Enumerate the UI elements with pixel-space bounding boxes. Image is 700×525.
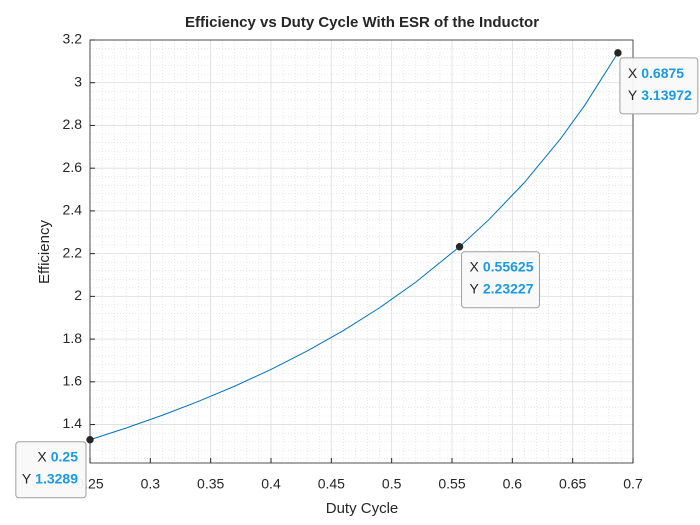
x-tick-label: 0.55: [438, 476, 465, 492]
chart-title: Efficiency vs Duty Cycle With ESR of the…: [185, 14, 539, 31]
y-tick-label: 1.4: [63, 415, 83, 431]
datatip-x: X 0.6875: [628, 65, 684, 81]
datatip: X 0.25 Y 1.3289: [15, 441, 87, 499]
datatip-value: 3.13972: [641, 87, 692, 103]
x-tick-label: 0.6: [503, 476, 523, 492]
datatip-value: 1.3289: [35, 470, 78, 486]
datatip-box: [461, 251, 540, 309]
datatip-y: Y 1.3289: [22, 470, 78, 486]
y-tick-label: 2.2: [63, 244, 83, 260]
datatip-y: Y 3.13972: [628, 87, 692, 103]
y-tick-label: 2.8: [63, 116, 83, 132]
datatip-label: X: [470, 258, 480, 274]
minor-grid: [90, 40, 633, 463]
x-tick-label: 0.65: [559, 476, 586, 492]
y-tick-label: 1.6: [63, 373, 83, 389]
x-tick-label: 0.7: [623, 476, 643, 492]
y-tick-label: 2.6: [63, 159, 83, 175]
y-tick-label: 1.8: [63, 330, 83, 346]
datatip-marker: [614, 49, 622, 57]
y-axis-label: Efficiency: [36, 220, 53, 284]
y-tick-label: 3.2: [63, 31, 83, 47]
datatip-y: Y 2.23227: [470, 280, 534, 296]
datatip-x: X 0.55625: [470, 258, 534, 274]
x-tick-label: 0.5: [382, 476, 402, 492]
datatip-value: 0.6875: [641, 65, 684, 81]
datatip-value: 0.25: [51, 448, 78, 464]
x-tick-label: 0.35: [197, 476, 224, 492]
axes-box: [89, 39, 634, 464]
datatip-label: Y: [470, 280, 480, 296]
datatip-box: [619, 57, 699, 115]
y-tick-label: 2: [74, 287, 82, 303]
y-tick-label: 3: [74, 73, 82, 89]
datatip-x: X 0.25: [37, 448, 78, 464]
datatip-value: 2.23227: [483, 280, 534, 296]
datatip-marker: [455, 243, 464, 251]
datatip-label: Y: [628, 87, 638, 103]
datatip-label: X: [628, 65, 638, 81]
datatip-marker: [86, 436, 94, 444]
datatip-label: X: [37, 448, 47, 464]
series-line: [89, 52, 619, 441]
x-tick-label: 0.45: [318, 476, 345, 492]
datatip-label: Y: [22, 470, 32, 486]
x-tick-label: 0.3: [141, 476, 161, 492]
x-tick-label: 0.4: [261, 476, 281, 492]
datatip-box: [15, 441, 87, 499]
x-axis-label: Duty Cycle: [326, 500, 399, 517]
y-tick-label: 2.4: [63, 202, 83, 218]
datatip-value: 0.55625: [483, 258, 534, 274]
